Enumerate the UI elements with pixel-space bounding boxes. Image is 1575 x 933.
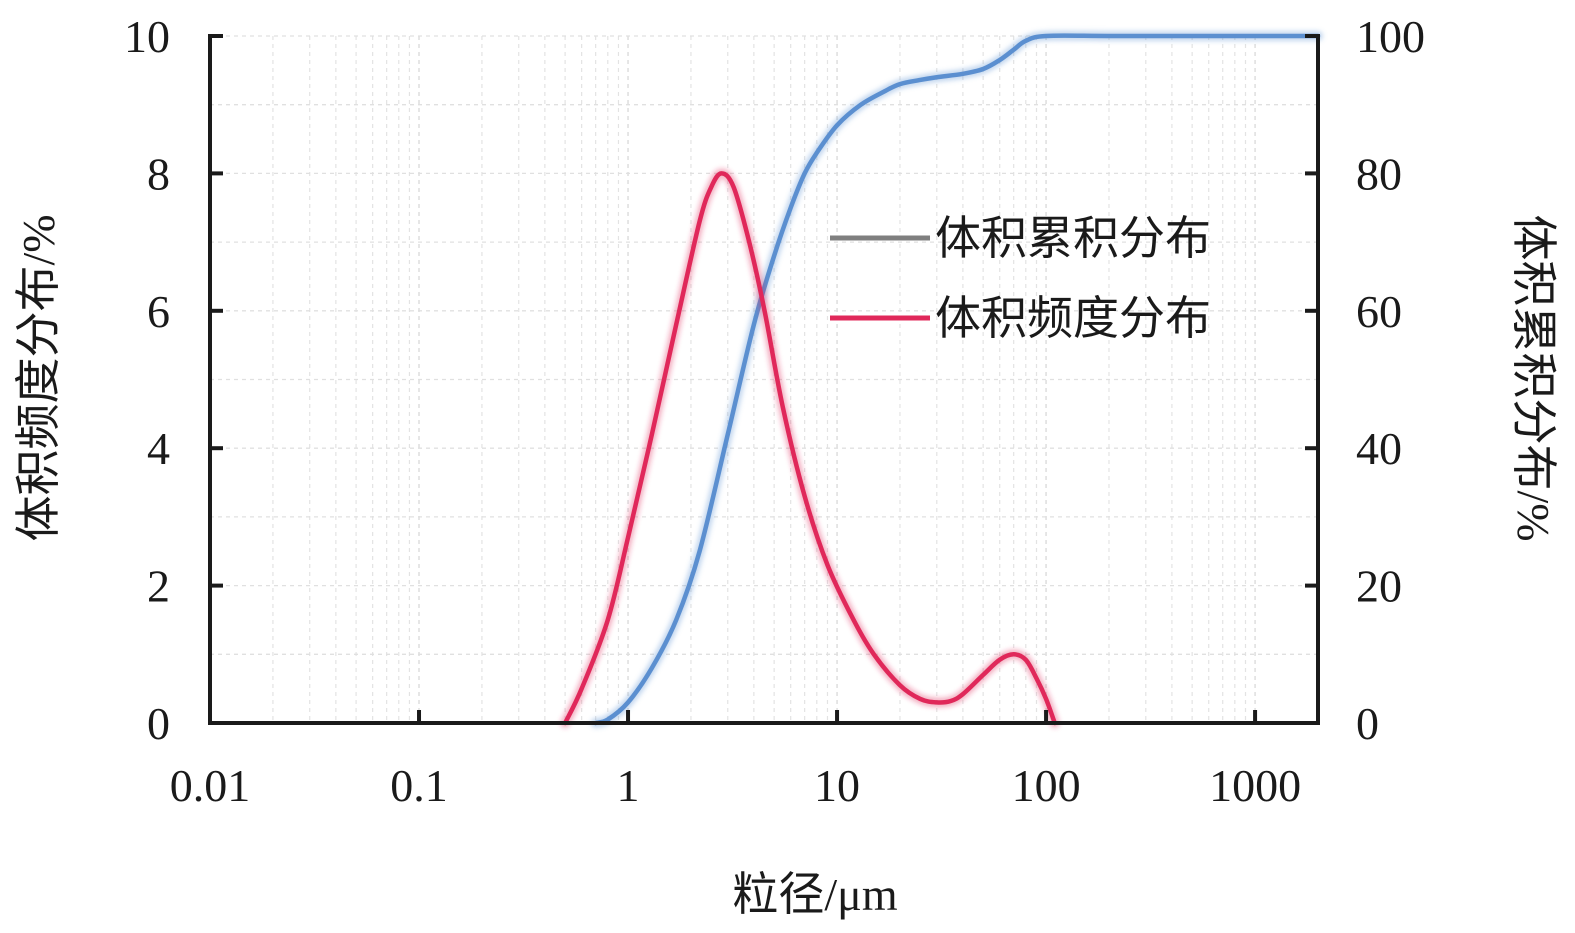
legend-item-1: 体积频度分布 bbox=[830, 293, 1211, 344]
y-right-tick-label: 100 bbox=[1356, 11, 1425, 62]
y-right-tick-label: 80 bbox=[1356, 148, 1402, 199]
x-tick-label: 10 bbox=[814, 760, 860, 811]
series-0-line bbox=[593, 33, 1321, 726]
y-left-tick-label: 10 bbox=[124, 11, 170, 62]
x-tick-label: 100 bbox=[1012, 760, 1081, 811]
legend-label: 体积频度分布 bbox=[935, 293, 1211, 344]
series-0 bbox=[590, 30, 1323, 728]
y-left-tick-label: 0 bbox=[147, 698, 170, 749]
x-tick-label: 0.01 bbox=[170, 760, 251, 811]
y-left-axis-title: 体积频度分布/% bbox=[13, 214, 64, 541]
x-axis-title: 粒径/μm bbox=[732, 869, 897, 920]
y-left-tick-label: 6 bbox=[147, 286, 170, 337]
x-tick-label: 1000 bbox=[1209, 760, 1301, 811]
series-1-line bbox=[562, 171, 1057, 726]
x-tick-label: 0.1 bbox=[390, 760, 448, 811]
y-left-tick-label: 2 bbox=[147, 561, 170, 612]
y-right-tick-label: 20 bbox=[1356, 561, 1402, 612]
y-right-axis-title: 体积累积分布/% bbox=[1508, 214, 1559, 541]
series-layer bbox=[560, 30, 1323, 728]
y-left-tick-label: 8 bbox=[147, 148, 170, 199]
y-right-tick-label: 40 bbox=[1356, 423, 1402, 474]
y-left-tick-label: 4 bbox=[147, 423, 170, 474]
y-right-tick-label: 60 bbox=[1356, 286, 1402, 337]
x-tick-label: 1 bbox=[617, 760, 640, 811]
legend-item-0: 体积累积分布 bbox=[830, 213, 1211, 264]
grid bbox=[209, 35, 1319, 724]
legend-label: 体积累积分布 bbox=[935, 213, 1211, 264]
series-1 bbox=[560, 168, 1060, 728]
y-right-tick-label: 0 bbox=[1356, 698, 1379, 749]
